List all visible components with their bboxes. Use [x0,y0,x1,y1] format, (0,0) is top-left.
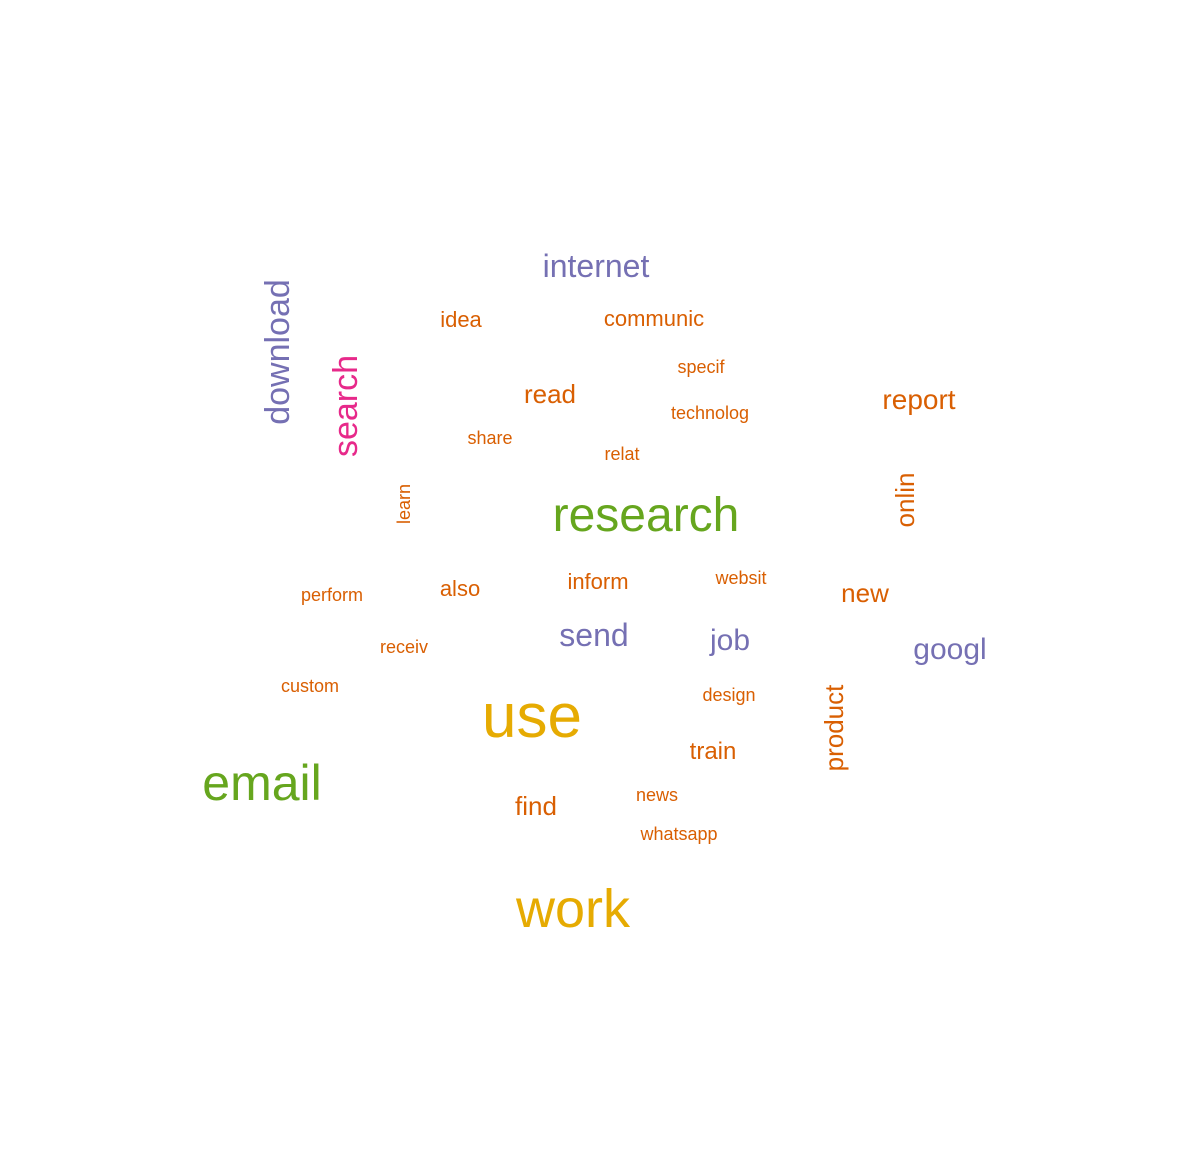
word-receiv: receiv [379,637,429,657]
word-use: use [482,682,582,751]
word-learn: learn [394,483,414,525]
word-research: research [552,489,740,542]
word-train: train [689,738,737,765]
word-search: search [327,354,365,458]
word-inform: inform [567,569,629,594]
word-onlin: onlin [890,472,920,528]
word-websit: websit [715,568,767,588]
word-find: find [515,791,557,821]
word-product: product [819,684,849,772]
word-googl: googl [913,633,987,666]
word-internet: internet [542,248,650,284]
word-job: job [709,624,751,657]
word-whatsapp: whatsapp [640,824,718,844]
word-new: new [841,578,889,608]
word-technolog: technolog [670,403,750,423]
word-also: also [439,576,481,601]
word-work: work [515,879,631,939]
word-design: design [702,685,756,705]
word-report: report [882,384,956,415]
word-relat: relat [604,444,640,464]
word-custom: custom [280,676,340,696]
word-read: read [523,379,577,409]
word-send: send [559,617,629,653]
word-perform: perform [300,585,364,605]
word-specif: specif [677,357,725,377]
word-news: news [635,785,679,805]
word-idea: idea [440,307,482,332]
word-share: share [467,428,513,448]
word-communic: communic [603,306,705,331]
word-email: email [202,755,322,811]
word-download: download [259,279,297,425]
